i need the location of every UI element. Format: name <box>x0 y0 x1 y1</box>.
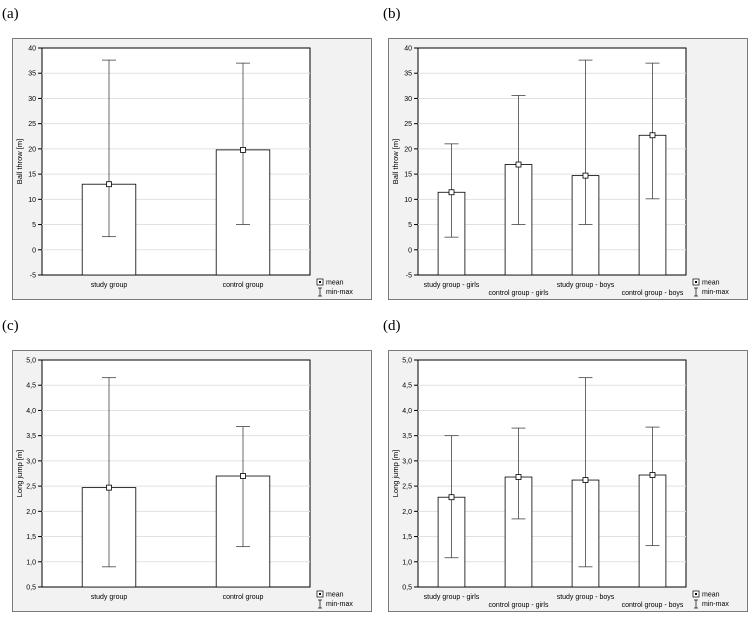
panel-label-d: (d) <box>383 318 401 334</box>
y-tick-label: 3,5 <box>402 433 412 440</box>
x-tick-label: study group <box>91 594 128 601</box>
y-tick-label: 20 <box>28 146 36 153</box>
x-tick-label: control group - girls <box>489 602 549 609</box>
y-tick-label: 4,0 <box>26 408 36 415</box>
legend-range-label: min-max <box>326 289 353 296</box>
y-tick-label: 40 <box>404 46 412 53</box>
legend-mean-dot <box>319 593 321 595</box>
legend-mean-label: mean <box>326 592 344 599</box>
y-tick-label: 2,5 <box>402 484 412 491</box>
y-tick-label: 5,0 <box>402 358 412 365</box>
x-tick-label: study group - boys <box>557 594 615 601</box>
legend: mean min-max <box>692 590 729 609</box>
y-axis-label: Ball throw [m] <box>391 139 400 184</box>
y-tick-label: 1,5 <box>26 534 36 541</box>
mean-marker <box>649 132 656 139</box>
chart-long-jump-group: 0,5 1,0 1,5 2,0 2,5 3,0 3,5 4,0 4,5 5,0 Long jump … <box>12 350 372 612</box>
y-tick-label: 35 <box>28 71 36 78</box>
y-tick-label: 0 <box>408 247 412 254</box>
panel-label-a: (a) <box>2 6 19 22</box>
legend-mean-label: mean <box>326 280 344 287</box>
legend-mean-label: mean <box>702 280 720 287</box>
y-tick-label: 5,0 <box>26 358 36 365</box>
y-tick-label: 3,0 <box>402 458 412 465</box>
y-axis-label: Long jump [m] <box>391 450 400 498</box>
y-tick-label: 15 <box>28 172 36 179</box>
y-tick-label: 40 <box>28 46 36 53</box>
y-tick-label: 25 <box>28 121 36 128</box>
x-tick-label: study group - boys <box>557 282 615 289</box>
y-tick-label: 4,5 <box>402 383 412 390</box>
y-tick-label: 3,0 <box>26 458 36 465</box>
legend-mean-dot <box>695 593 697 595</box>
legend-range-label: min-max <box>326 601 353 608</box>
y-tick-label: 4,5 <box>26 383 36 390</box>
x-tick-label: study group - girls <box>424 282 480 289</box>
mean-marker <box>582 172 589 179</box>
legend: mean min-max <box>692 278 729 297</box>
y-tick-label: 5 <box>32 222 36 229</box>
mean-marker <box>582 477 589 483</box>
y-tick-label: 1,0 <box>26 559 36 566</box>
y-tick-label: 3,5 <box>26 433 36 440</box>
x-tick-label: study group <box>91 282 128 289</box>
y-tick-label: 0,5 <box>26 585 36 592</box>
mean-marker <box>240 473 246 479</box>
x-tick-label: control group - boys <box>622 290 684 297</box>
y-tick-label: 1,0 <box>402 559 412 566</box>
legend: mean min-max <box>316 590 353 609</box>
y-axis-label: Ball throw [m] <box>15 139 24 184</box>
chart-ball-throw-group: -5 0 5 10 15 20 25 30 35 40 Ball throw [m] study gr… <box>12 38 372 300</box>
legend-range-label: min-max <box>702 289 729 296</box>
legend-mean-label: mean <box>702 592 720 599</box>
mean-marker <box>448 494 455 501</box>
y-tick-label: 0 <box>32 247 36 254</box>
panel-label-c: (c) <box>2 318 19 334</box>
y-tick-label: 35 <box>404 71 412 78</box>
mean-marker <box>448 189 455 196</box>
mean-marker <box>240 146 246 153</box>
y-tick-label: 20 <box>404 146 412 153</box>
x-tick-label: control group <box>223 594 264 601</box>
legend-mean-dot <box>695 281 697 283</box>
y-tick-label: 4,0 <box>402 408 412 415</box>
chart-long-jump-gender: 0,5 1,0 1,5 2,0 2,5 3,0 3,5 4,0 4,5 5,0 Long jump … <box>388 350 748 612</box>
y-tick-label: 25 <box>404 121 412 128</box>
x-tick-label: control group - boys <box>622 602 684 609</box>
mean-marker <box>649 472 656 478</box>
legend: mean min-max <box>316 278 353 297</box>
mean-marker <box>106 484 112 491</box>
y-tick-label: 10 <box>28 197 36 204</box>
y-axis-label: Long jump [m] <box>15 450 24 498</box>
x-tick-label: study group - girls <box>424 594 480 601</box>
y-tick-label: 2,5 <box>26 484 36 491</box>
legend-range-label: min-max <box>702 601 729 608</box>
y-tick-label: 5 <box>408 222 412 229</box>
y-tick-label: -5 <box>30 273 36 280</box>
mean-marker <box>515 161 522 168</box>
y-tick-label: 1,5 <box>402 534 412 541</box>
y-tick-label: 0,5 <box>402 585 412 592</box>
y-tick-label: 15 <box>404 172 412 179</box>
chart-ball-throw-gender: -5 0 5 10 15 20 25 30 35 40 Ball throw [m] study gr… <box>388 38 748 300</box>
x-tick-label: control group <box>223 282 264 289</box>
mean-marker <box>106 181 112 188</box>
y-tick-label: 2,0 <box>26 509 36 516</box>
y-tick-label: 30 <box>404 96 412 103</box>
y-tick-label: -5 <box>406 273 412 280</box>
panel-label-b: (b) <box>383 6 401 22</box>
mean-marker <box>515 474 522 480</box>
legend-mean-dot <box>319 281 321 283</box>
y-tick-label: 2,0 <box>402 509 412 516</box>
x-tick-label: control group - girls <box>489 290 549 297</box>
y-tick-label: 10 <box>404 197 412 204</box>
y-tick-label: 30 <box>28 96 36 103</box>
